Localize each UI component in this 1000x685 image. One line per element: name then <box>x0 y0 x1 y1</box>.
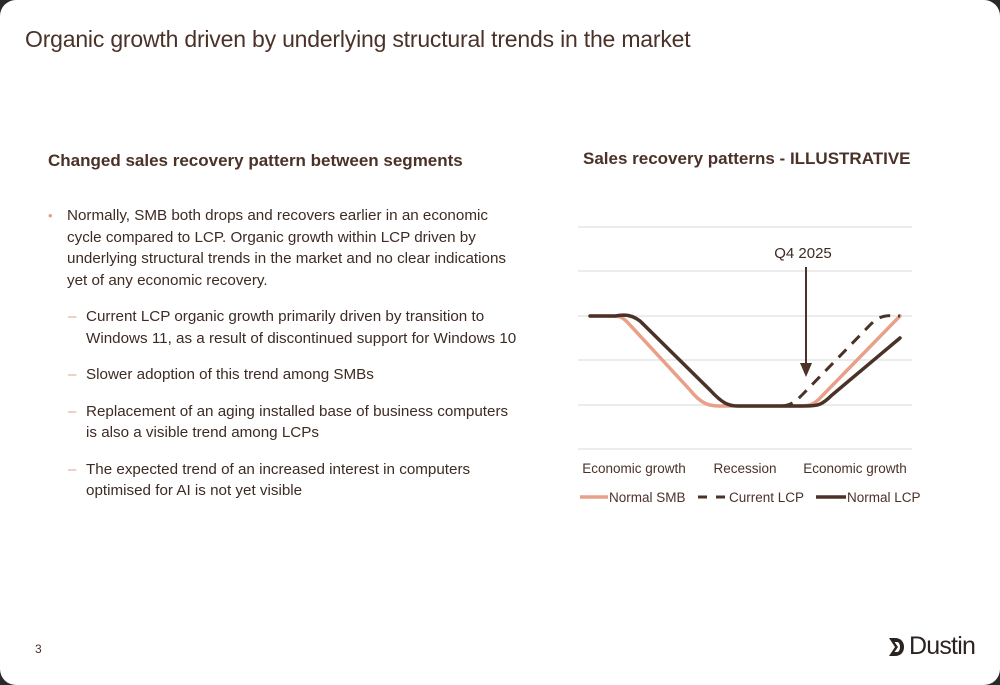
arrow-down-icon <box>800 363 812 377</box>
dash-icon: – <box>68 308 77 325</box>
recovery-chart: Q4 2025 Economic growth Recession Econom… <box>578 226 921 505</box>
sub-bullet-text: Replacement of an aging installed base o… <box>86 402 509 442</box>
sub-bullet-text: Slower adoption of this trend among SMBs <box>86 366 374 383</box>
dustin-logo: Dustin <box>886 632 976 661</box>
sub-bullet-text: The expected trend of an increased inter… <box>86 460 471 500</box>
legend-item-normal-smb: Normal SMB <box>580 490 686 505</box>
dash-icon: – <box>68 402 77 420</box>
annotation-label: Q4 2025 <box>774 245 832 262</box>
legend-item-current-lcp: Current LCP <box>698 490 804 505</box>
section-heading: Changed sales recovery pattern between s… <box>48 151 463 170</box>
page-number: 3 <box>35 642 42 656</box>
x-axis-labels: Economic growth Recession Economic growt… <box>582 461 907 476</box>
sub-bullet-text: Current LCP organic growth primarily dri… <box>86 308 517 347</box>
series-line-current-lcp <box>781 314 901 408</box>
x-tick-label: Economic growth <box>582 461 686 476</box>
chart-grid <box>578 226 912 450</box>
x-tick-label: Economic growth <box>803 461 907 476</box>
legend-label: Normal LCP <box>847 490 921 505</box>
series-line-normal-smb <box>588 314 902 408</box>
bullet-list: • Normally, SMB both drops and recovers … <box>48 205 518 502</box>
slide-title: Organic growth driven by underlying stru… <box>25 26 691 52</box>
x-tick-label: Recession <box>713 461 776 476</box>
legend-label: Current LCP <box>729 490 804 505</box>
legend-label: Normal SMB <box>609 490 686 505</box>
logo-text: Dustin <box>909 632 976 660</box>
dash-icon: – <box>68 460 77 478</box>
series-line-normal-lcp <box>588 313 902 408</box>
sub-bullet: – Slower adoption of this trend among SM… <box>48 364 518 386</box>
q4-2025-marker: Q4 2025 <box>774 245 832 377</box>
sub-bullet: – The expected trend of an increased int… <box>48 459 518 502</box>
main-bullet-text: Normally, SMB both drops and recovers ea… <box>67 207 506 289</box>
legend: Normal SMB Current LCP Normal LCP <box>580 490 921 505</box>
bullet-dot-icon: • <box>48 208 53 223</box>
legend-item-normal-lcp: Normal LCP <box>816 490 921 505</box>
sub-bullet: – Current LCP organic growth primarily d… <box>48 306 518 349</box>
dustin-mark-icon <box>889 637 904 656</box>
chart-title: Sales recovery patterns - ILLUSTRATIVE <box>583 149 911 168</box>
main-bullet: • Normally, SMB both drops and recovers … <box>48 205 518 291</box>
sub-bullet: – Replacement of an aging installed base… <box>48 401 518 444</box>
dash-icon: – <box>68 366 77 383</box>
